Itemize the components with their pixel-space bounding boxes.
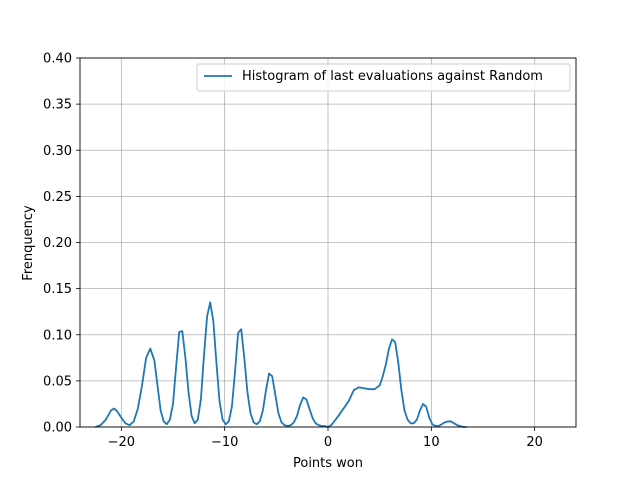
x-tick-label: 10 [423, 435, 440, 450]
y-tick-label: 0.05 [43, 374, 72, 389]
y-tick-label: 0.40 [43, 52, 72, 67]
grid-lines [80, 57, 576, 428]
y-tick-label: 0.00 [43, 421, 72, 436]
y-tick-label: 0.15 [43, 282, 72, 297]
x-axis-ticks: −20 −10 0 10 20 [108, 427, 543, 450]
legend-label: Histogram of last evaluations against Ra… [242, 69, 543, 84]
y-axis-ticks: 0.00 0.05 0.10 0.15 0.20 0.25 0.30 0.35 0.40 [43, 52, 80, 436]
y-tick-label: 0.25 [43, 190, 72, 205]
x-axis-label: Points won [293, 456, 363, 471]
y-axis-label: Frenquency [21, 205, 36, 281]
plot-area [95, 301, 467, 428]
x-tick-label: −20 [108, 435, 135, 450]
x-tick-label: −10 [211, 435, 238, 450]
x-tick-label: 20 [526, 435, 543, 450]
y-tick-label: 0.20 [43, 236, 72, 251]
legend-box [196, 63, 571, 92]
y-tick-label: 0.10 [43, 328, 72, 343]
y-tick-label: 0.35 [43, 98, 72, 113]
x-tick-label: 0 [324, 435, 332, 450]
series-line [95, 301, 467, 428]
legend: Histogram of last evaluations against Ra… [196, 63, 571, 92]
y-tick-label: 0.30 [43, 144, 72, 159]
